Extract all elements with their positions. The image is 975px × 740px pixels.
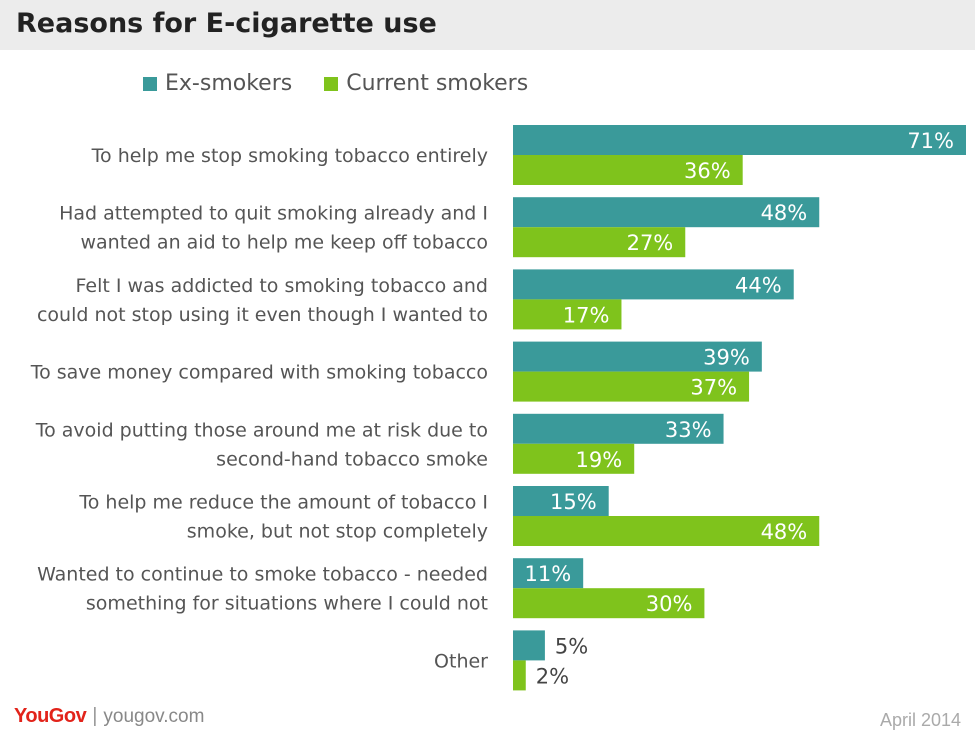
data-label: 36% bbox=[684, 159, 731, 183]
bar-ex-smokers bbox=[513, 341, 762, 372]
bar-ex-smokers bbox=[513, 269, 794, 300]
logo-gov: Gov bbox=[48, 705, 87, 727]
bar-ex-smokers bbox=[513, 558, 584, 589]
chart-title: Reasons for E-cigarette use bbox=[16, 8, 437, 39]
bar-current-smokers bbox=[513, 371, 750, 402]
logo-separator: | bbox=[92, 705, 98, 727]
bar-current-smokers bbox=[513, 299, 622, 330]
data-label: 17% bbox=[563, 303, 610, 327]
legend-item-current-smokers: Current smokers bbox=[324, 71, 528, 96]
bar-current-smokers bbox=[513, 516, 820, 546]
footer-date: April 2014 bbox=[879, 710, 961, 730]
bar-current-smokers bbox=[513, 155, 743, 185]
logo-you: You bbox=[14, 705, 49, 727]
category-label: To help me reduce the amount of tobacco … bbox=[78, 492, 488, 543]
data-label: 33% bbox=[665, 418, 712, 442]
bar-ex-smokers bbox=[513, 413, 724, 444]
bar-chart: To help me stop smoking tobacco entirely… bbox=[30, 125, 966, 691]
title-bar: Reasons for E-cigarette use bbox=[0, 0, 975, 50]
category-label: Wanted to continue to smoke tobacco - ne… bbox=[37, 564, 488, 615]
data-label: 5% bbox=[555, 634, 588, 658]
data-label: 37% bbox=[690, 376, 737, 400]
legend-swatch-ex-smokers bbox=[143, 76, 157, 91]
bar-current-smokers bbox=[513, 660, 526, 691]
category-label: To save money compared with smoking toba… bbox=[30, 362, 488, 384]
bar-current-smokers bbox=[513, 588, 705, 619]
category-label: Other bbox=[434, 650, 488, 672]
bar-ex-smokers bbox=[513, 630, 545, 661]
data-label: 19% bbox=[576, 448, 623, 472]
data-label: 15% bbox=[550, 490, 597, 514]
data-label: 71% bbox=[907, 129, 954, 153]
data-label: 11% bbox=[524, 562, 571, 586]
legend-label-current-smokers: Current smokers bbox=[346, 71, 529, 96]
bar-current-smokers bbox=[513, 443, 635, 474]
data-label: 30% bbox=[646, 592, 693, 616]
legend-item-ex-smokers: Ex-smokers bbox=[143, 71, 292, 96]
bar-ex-smokers bbox=[513, 197, 820, 228]
data-label: 39% bbox=[703, 346, 750, 370]
yougov-logo: You Gov | yougov.com bbox=[14, 705, 204, 728]
data-label: 44% bbox=[735, 273, 782, 297]
data-label: 48% bbox=[761, 201, 808, 225]
footer-url: yougov.com bbox=[103, 706, 205, 727]
category-label: Felt I was addicted to smoking tobacco a… bbox=[37, 275, 488, 326]
data-label: 2% bbox=[536, 664, 569, 688]
data-label: 27% bbox=[627, 231, 674, 255]
legend: Ex-smokers Current smokers bbox=[143, 71, 560, 96]
bar-ex-smokers bbox=[513, 125, 966, 155]
category-label: To avoid putting those around me at risk… bbox=[35, 419, 488, 470]
bar-ex-smokers bbox=[513, 486, 609, 516]
bar-current-smokers bbox=[513, 227, 686, 258]
data-label: 48% bbox=[761, 520, 808, 544]
category-label: To help me stop smoking tobacco entirely bbox=[91, 145, 488, 167]
legend-swatch-current-smokers bbox=[324, 76, 339, 91]
category-label: Had attempted to quit smoking already an… bbox=[59, 203, 488, 254]
legend-label-ex-smokers: Ex-smokers bbox=[165, 71, 293, 96]
